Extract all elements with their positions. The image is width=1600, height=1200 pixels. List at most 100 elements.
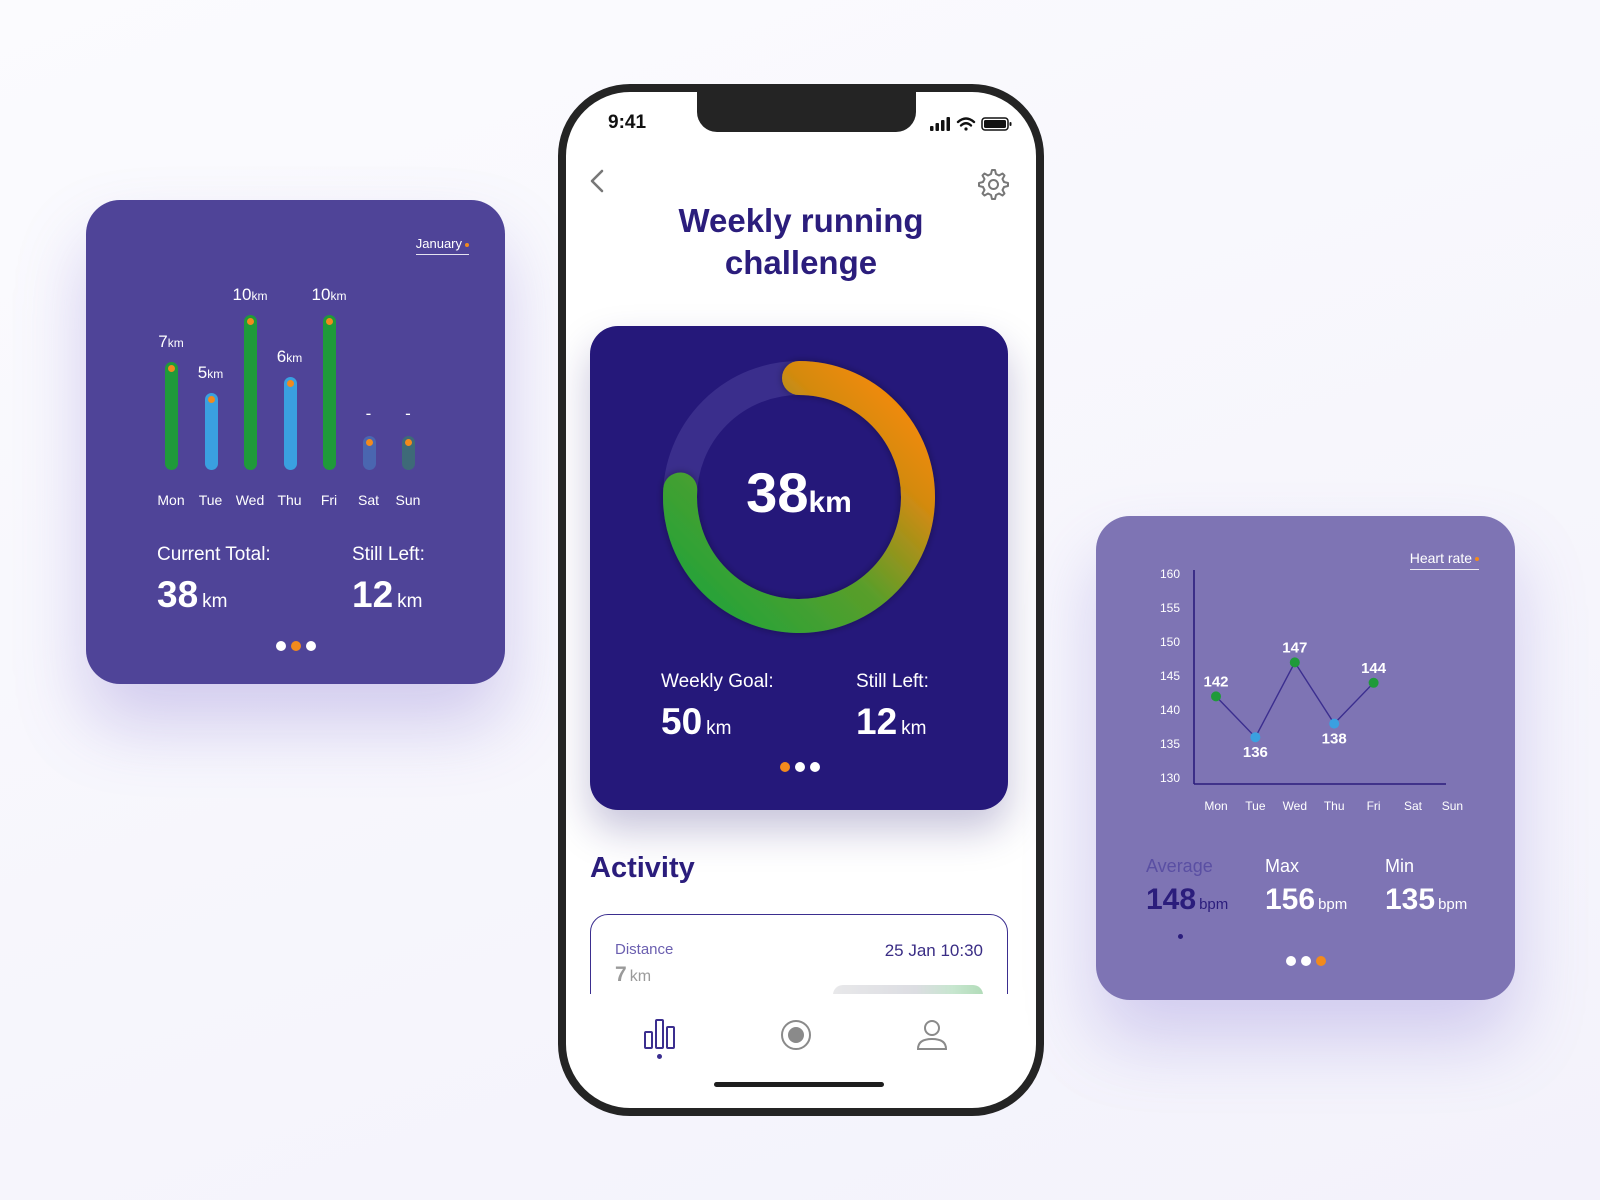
data-point xyxy=(1289,657,1300,668)
bar-fri[interactable]: 10km Fri xyxy=(309,200,349,520)
bar-value-label: 7km xyxy=(151,332,191,352)
max-stat[interactable]: Max 156 bpm xyxy=(1265,856,1347,917)
data-label: 144 xyxy=(1361,660,1387,677)
average-unit: bpm xyxy=(1199,896,1229,913)
bar-sun[interactable]: - Sun xyxy=(388,200,428,520)
bar-value: 10 xyxy=(311,285,331,304)
data-point xyxy=(1250,732,1261,743)
ring-still-left-unit: km xyxy=(901,718,927,739)
page-dot[interactable] xyxy=(795,762,805,772)
bar-value: 6 xyxy=(276,347,287,366)
battery-icon xyxy=(981,117,1012,131)
status-time: 9:41 xyxy=(608,112,647,133)
x-tick-label: Tue xyxy=(1245,799,1266,813)
min-value: 135 xyxy=(1385,883,1436,916)
bar-top-marker xyxy=(365,439,373,446)
activity-distance-unit: km xyxy=(629,968,652,985)
bar-mon[interactable]: 7km Mon xyxy=(151,200,191,520)
page-dot[interactable] xyxy=(306,641,316,651)
month-indicator-dot xyxy=(465,242,469,247)
phone-frame: 9:41 xyxy=(558,84,1044,1116)
bar-unit: km xyxy=(330,289,347,303)
bar-value: - xyxy=(365,404,372,423)
data-point xyxy=(1211,691,1221,702)
bar-value-label: 10km xyxy=(230,285,270,305)
page-dot[interactable] xyxy=(276,641,286,651)
min-stat[interactable]: Min 135 bpm xyxy=(1385,856,1467,917)
x-tick-label: Sun xyxy=(1442,799,1463,813)
page-dot-active[interactable] xyxy=(1316,956,1326,966)
current-total-value: 38 xyxy=(157,574,199,615)
wifi-icon xyxy=(956,117,976,131)
month-selector[interactable]: January xyxy=(415,236,469,255)
y-tick-label: 150 xyxy=(1160,635,1180,649)
max-label: Max xyxy=(1265,856,1300,876)
x-tick-label: Mon xyxy=(1204,799,1227,813)
heart-rate-label: Heart rate xyxy=(1409,550,1472,566)
activity-distance-label: Distance xyxy=(615,941,674,958)
bar-sat[interactable]: - Sat xyxy=(349,200,389,520)
bar-value-label: 6km xyxy=(270,347,310,367)
page-indicator[interactable] xyxy=(1286,956,1326,966)
page-indicator[interactable] xyxy=(780,762,820,772)
average-stat[interactable]: Average 148 bpm xyxy=(1146,856,1229,939)
tab-profile[interactable] xyxy=(907,1010,957,1060)
progress-ring xyxy=(663,361,935,633)
current-total-label: Current Total: xyxy=(157,544,271,565)
tab-record[interactable] xyxy=(771,1010,821,1060)
weekly-goal-value: 50 xyxy=(661,701,703,742)
bar-value: 7 xyxy=(158,331,168,351)
heart-rate-selector[interactable]: Heart rate xyxy=(1409,550,1479,570)
bar-value: 10 xyxy=(232,285,252,304)
home-indicator[interactable] xyxy=(714,1082,884,1087)
y-tick-label: 130 xyxy=(1160,771,1180,785)
data-label: 136 xyxy=(1243,744,1268,761)
bar-fill xyxy=(283,377,297,470)
activity-date: 25 Jan 10:30 xyxy=(884,941,983,960)
gear-icon xyxy=(978,169,1009,200)
activity-entry[interactable]: Distance 7 km 25 Jan 10:30 xyxy=(590,914,1008,994)
bar-chart-icon xyxy=(644,1019,675,1049)
page-dot-active[interactable] xyxy=(780,762,790,772)
max-unit: bpm xyxy=(1318,896,1348,913)
settings-button[interactable] xyxy=(974,166,1010,202)
bar-value-label: - xyxy=(349,404,389,424)
bar-unit: km xyxy=(251,289,268,303)
back-button[interactable] xyxy=(586,166,610,196)
page-dot[interactable] xyxy=(1286,956,1296,966)
ring-still-left-value: 12 xyxy=(856,701,898,742)
heart-rate-line-chart: 160 155 150 145 140 135 130 Mon Tue Wed Thu Fri Sat S… xyxy=(1160,567,1463,813)
page-indicator[interactable] xyxy=(276,641,316,651)
bar-top-marker xyxy=(207,395,215,403)
route-map-thumbnail[interactable] xyxy=(833,985,983,994)
activity-list: Distance 7 km 25 Jan 10:30 xyxy=(590,914,1008,994)
page-dot[interactable] xyxy=(1301,956,1311,966)
current-total-unit: km xyxy=(202,591,228,612)
bar-top-marker xyxy=(286,380,294,387)
heart-rate-card: Heart rate 160 155 150 145 140 135 130 Mon Tue We… xyxy=(1096,516,1515,1000)
page-dot[interactable] xyxy=(810,762,820,772)
bar-value: - xyxy=(405,404,411,423)
profile-icon xyxy=(916,1020,948,1050)
still-left: Still Left: 12 km xyxy=(352,544,425,616)
y-tick-label: 140 xyxy=(1160,703,1180,717)
bar-tue[interactable]: 5km Tue xyxy=(191,200,231,520)
data-label: 147 xyxy=(1282,639,1307,656)
tab-statistics[interactable] xyxy=(635,1010,685,1060)
page-dot-active[interactable] xyxy=(291,641,301,651)
bar-day-label: Sat xyxy=(357,492,379,508)
min-unit: bpm xyxy=(1438,896,1468,913)
bar-top-marker xyxy=(247,318,254,325)
progress-ring-fill xyxy=(663,361,935,633)
y-tick-label: 145 xyxy=(1160,669,1180,683)
bar-unit: km xyxy=(167,335,184,350)
x-tick-label: Fri xyxy=(1367,799,1381,813)
bar-day-label: Thu xyxy=(277,492,302,508)
data-point xyxy=(1368,677,1379,688)
bar-fill xyxy=(244,315,257,470)
bar-thu[interactable]: 6km Thu xyxy=(270,200,310,520)
ring-still-left-label: Still Left: xyxy=(856,671,929,692)
data-point xyxy=(1329,718,1340,729)
x-tick-label: Wed xyxy=(1283,799,1307,813)
bar-wed[interactable]: 10km Wed xyxy=(230,200,270,520)
